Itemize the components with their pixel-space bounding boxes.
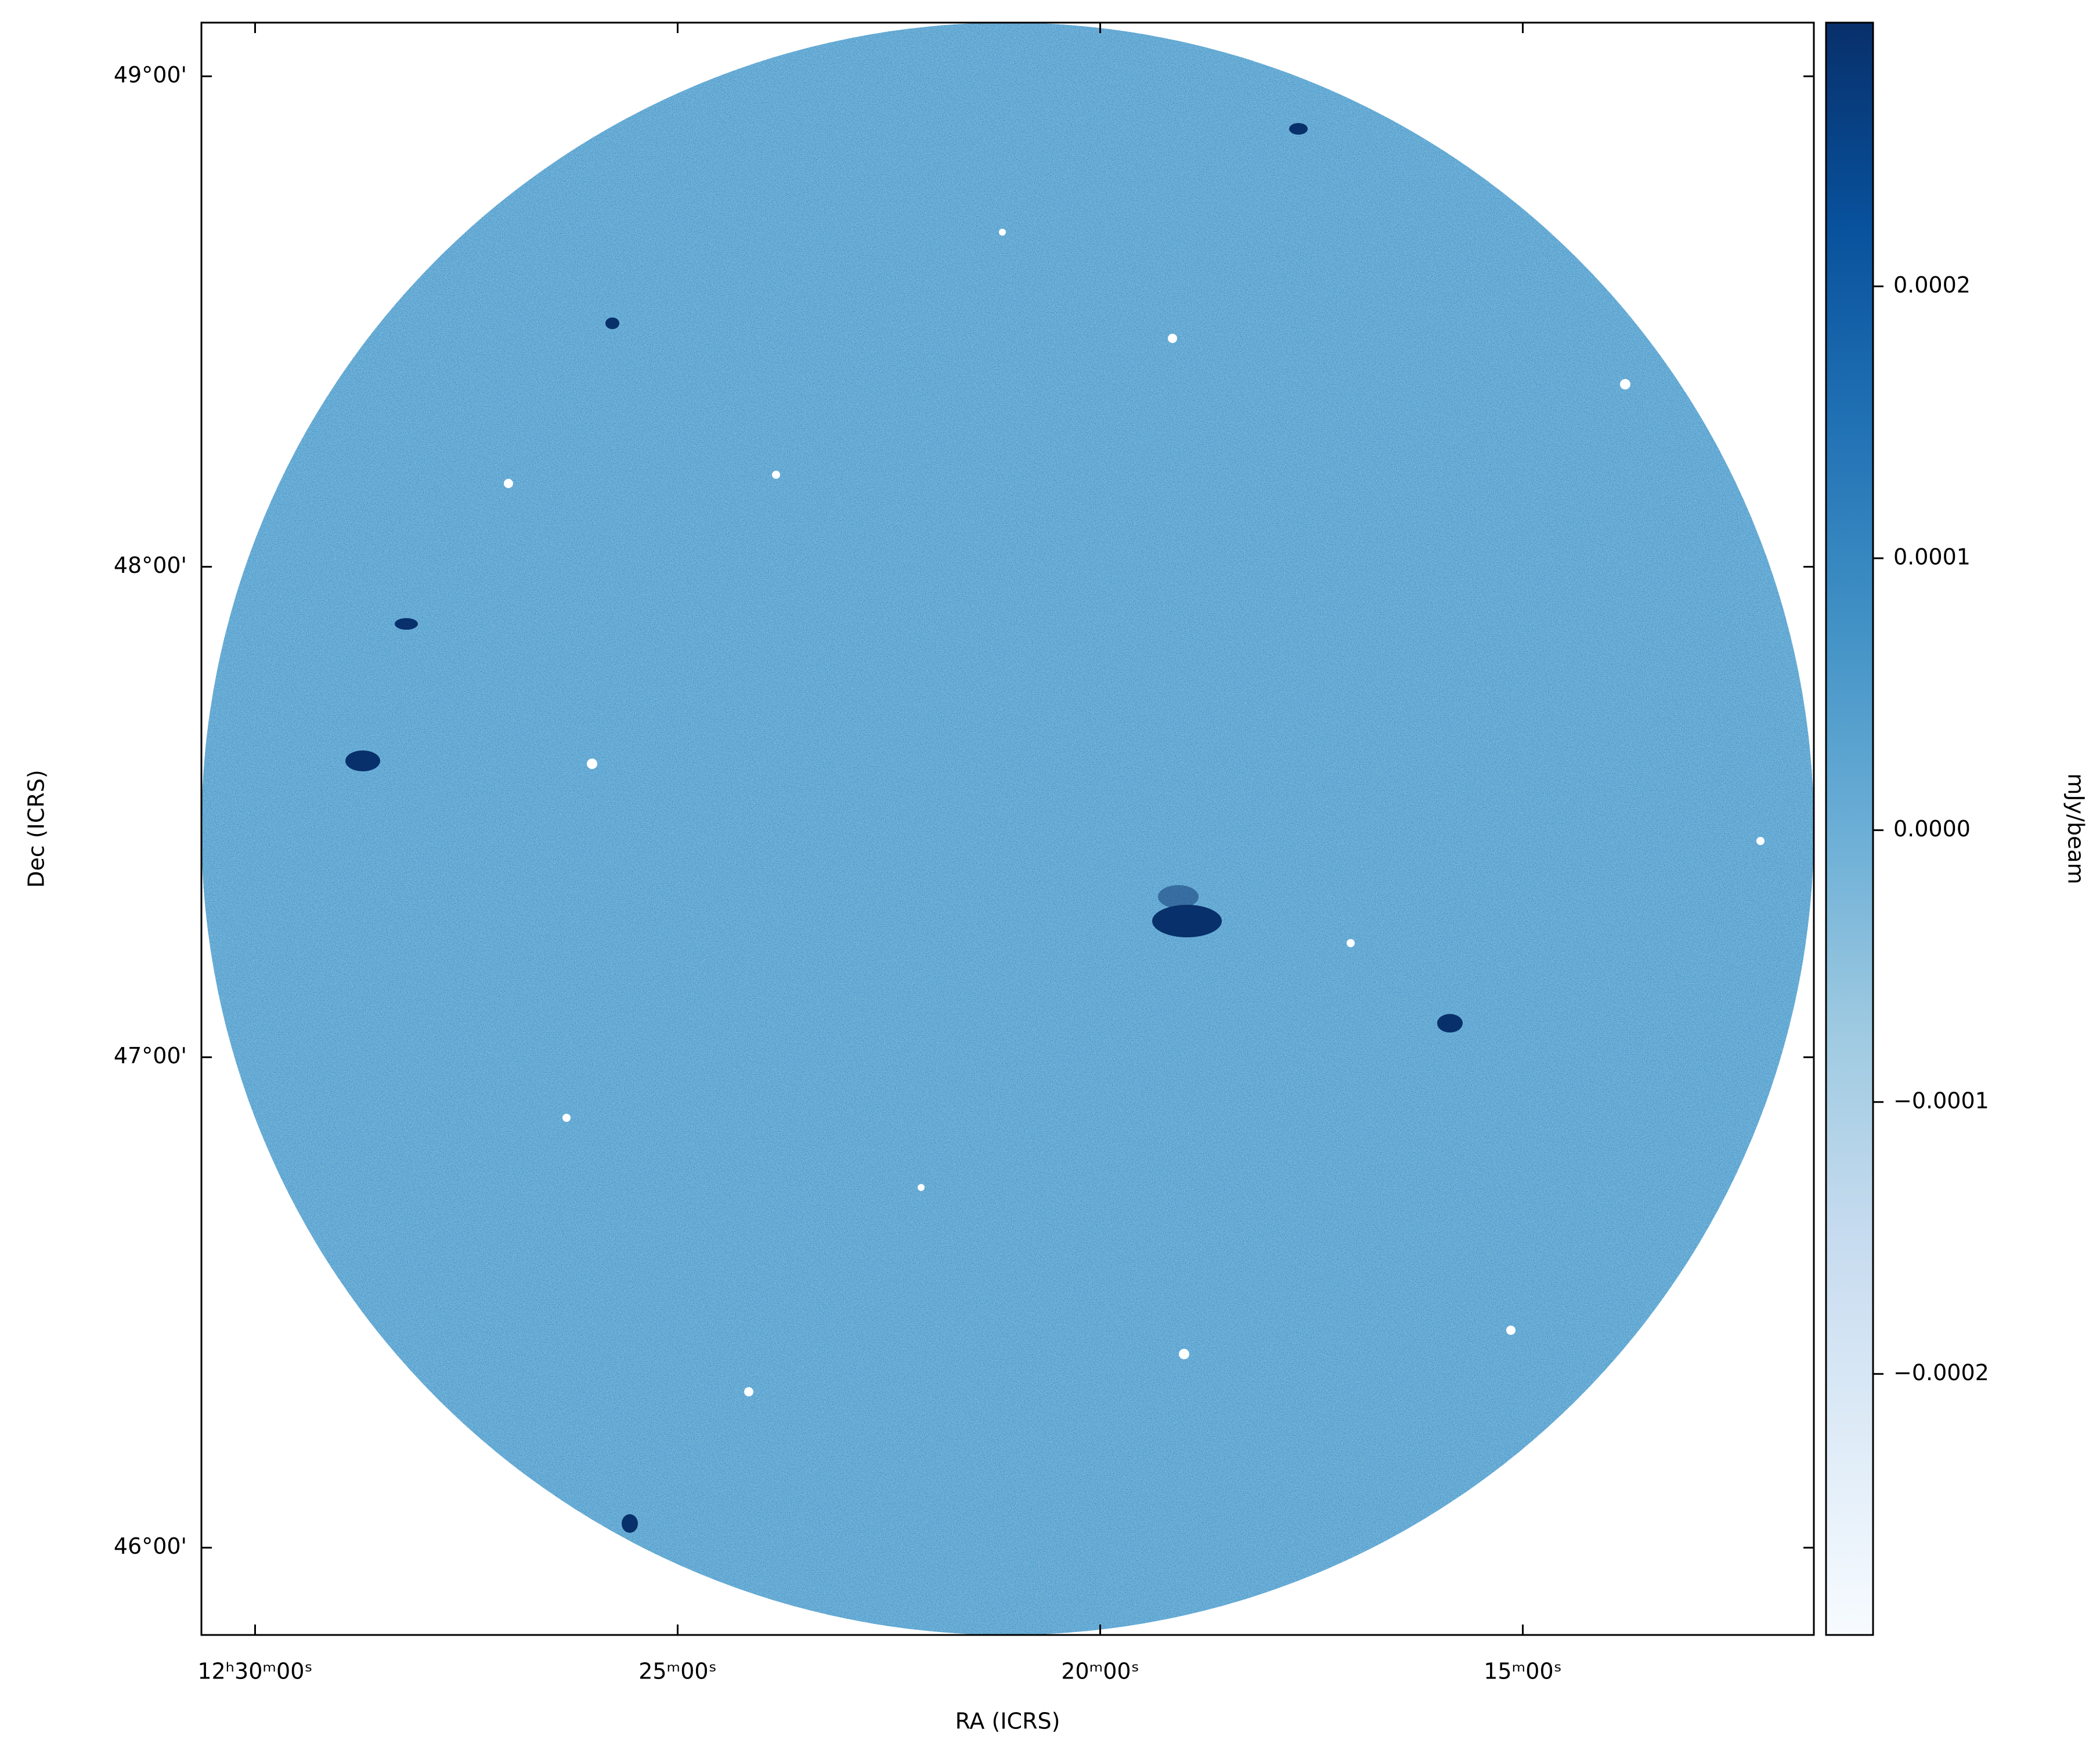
source [345, 750, 380, 771]
axes-frame [200, 21, 1815, 1636]
source [605, 317, 619, 329]
colorbar-tick-label: 0.0000 [1893, 816, 1971, 842]
sky-image [201, 23, 1814, 1635]
y-tick-label: 47°00' [114, 1043, 187, 1068]
source [1437, 1014, 1463, 1033]
x-tick-label: 15ᵐ00ˢ [1484, 1659, 1562, 1684]
star [1179, 1349, 1189, 1359]
stars [504, 229, 1765, 1396]
star [587, 759, 597, 769]
star [1756, 837, 1765, 845]
star [772, 471, 780, 479]
source [395, 618, 418, 630]
x-tick-label: 12ʰ30ᵐ00ˢ [197, 1659, 312, 1684]
image-noise [201, 23, 1814, 1635]
x-axis-label: RA (ICRS) [955, 1709, 1060, 1734]
colorbar-tick-label: −0.0001 [1893, 1088, 1989, 1113]
source [1289, 123, 1308, 135]
source [1152, 905, 1222, 937]
x-tick-label: 20ᵐ00ˢ [1061, 1659, 1139, 1684]
star [562, 1114, 571, 1122]
source [1158, 885, 1199, 908]
star [1347, 939, 1355, 947]
y-tick-label: 48°00' [114, 553, 187, 578]
colorbar [1825, 21, 1874, 1636]
source [622, 1514, 638, 1533]
y-tick-label: 49°00' [114, 62, 187, 88]
star [1506, 1326, 1516, 1335]
colorbar-tick-label: 0.0002 [1893, 272, 1971, 298]
star [504, 479, 513, 488]
star [999, 229, 1006, 236]
colorbar-tick-label: 0.0001 [1893, 544, 1971, 569]
x-tick-label: 25ᵐ00ˢ [638, 1659, 717, 1684]
y-axis-label: Dec (ICRS) [24, 770, 49, 888]
star [744, 1387, 753, 1396]
colorbar-label: mJy/beam [2063, 773, 2089, 884]
sources [345, 123, 1463, 1533]
star [1168, 334, 1177, 343]
star [1620, 379, 1630, 389]
star [918, 1184, 925, 1191]
colorbar-tick-label: −0.0002 [1893, 1360, 1989, 1385]
y-tick-label: 46°00' [114, 1533, 187, 1559]
